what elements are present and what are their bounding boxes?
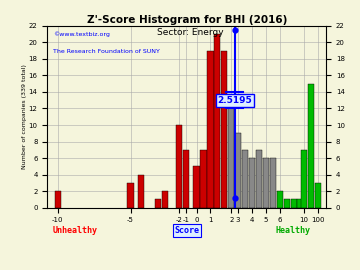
Bar — [256, 150, 262, 208]
Bar — [155, 200, 162, 208]
Bar — [221, 50, 228, 208]
Bar — [55, 191, 61, 208]
Title: Z'-Score Histogram for BHI (2016): Z'-Score Histogram for BHI (2016) — [87, 15, 287, 25]
Text: Unhealthy: Unhealthy — [53, 226, 98, 235]
Text: Score: Score — [174, 226, 199, 235]
Text: The Research Foundation of SUNY: The Research Foundation of SUNY — [53, 49, 160, 55]
Bar — [277, 191, 283, 208]
Text: Healthy: Healthy — [275, 226, 310, 235]
Bar — [263, 158, 269, 208]
Bar — [207, 50, 213, 208]
Text: ©www.textbiz.org: ©www.textbiz.org — [53, 31, 110, 37]
Bar — [315, 183, 321, 208]
Bar — [242, 150, 248, 208]
Bar — [291, 200, 297, 208]
Bar — [183, 150, 189, 208]
Bar — [176, 125, 182, 208]
Bar — [235, 133, 241, 208]
Bar — [284, 200, 290, 208]
Bar — [200, 150, 207, 208]
Bar — [214, 34, 220, 208]
Bar — [301, 150, 307, 208]
Bar — [193, 166, 200, 208]
Bar — [297, 200, 304, 208]
Bar — [138, 175, 144, 208]
Y-axis label: Number of companies (339 total): Number of companies (339 total) — [22, 64, 27, 169]
Text: Sector: Energy: Sector: Energy — [157, 28, 224, 37]
Bar — [228, 109, 234, 208]
Bar — [249, 158, 255, 208]
Text: 2.5195: 2.5195 — [217, 96, 252, 105]
Bar — [127, 183, 134, 208]
Bar — [308, 84, 314, 208]
Bar — [162, 191, 168, 208]
Bar — [270, 158, 276, 208]
